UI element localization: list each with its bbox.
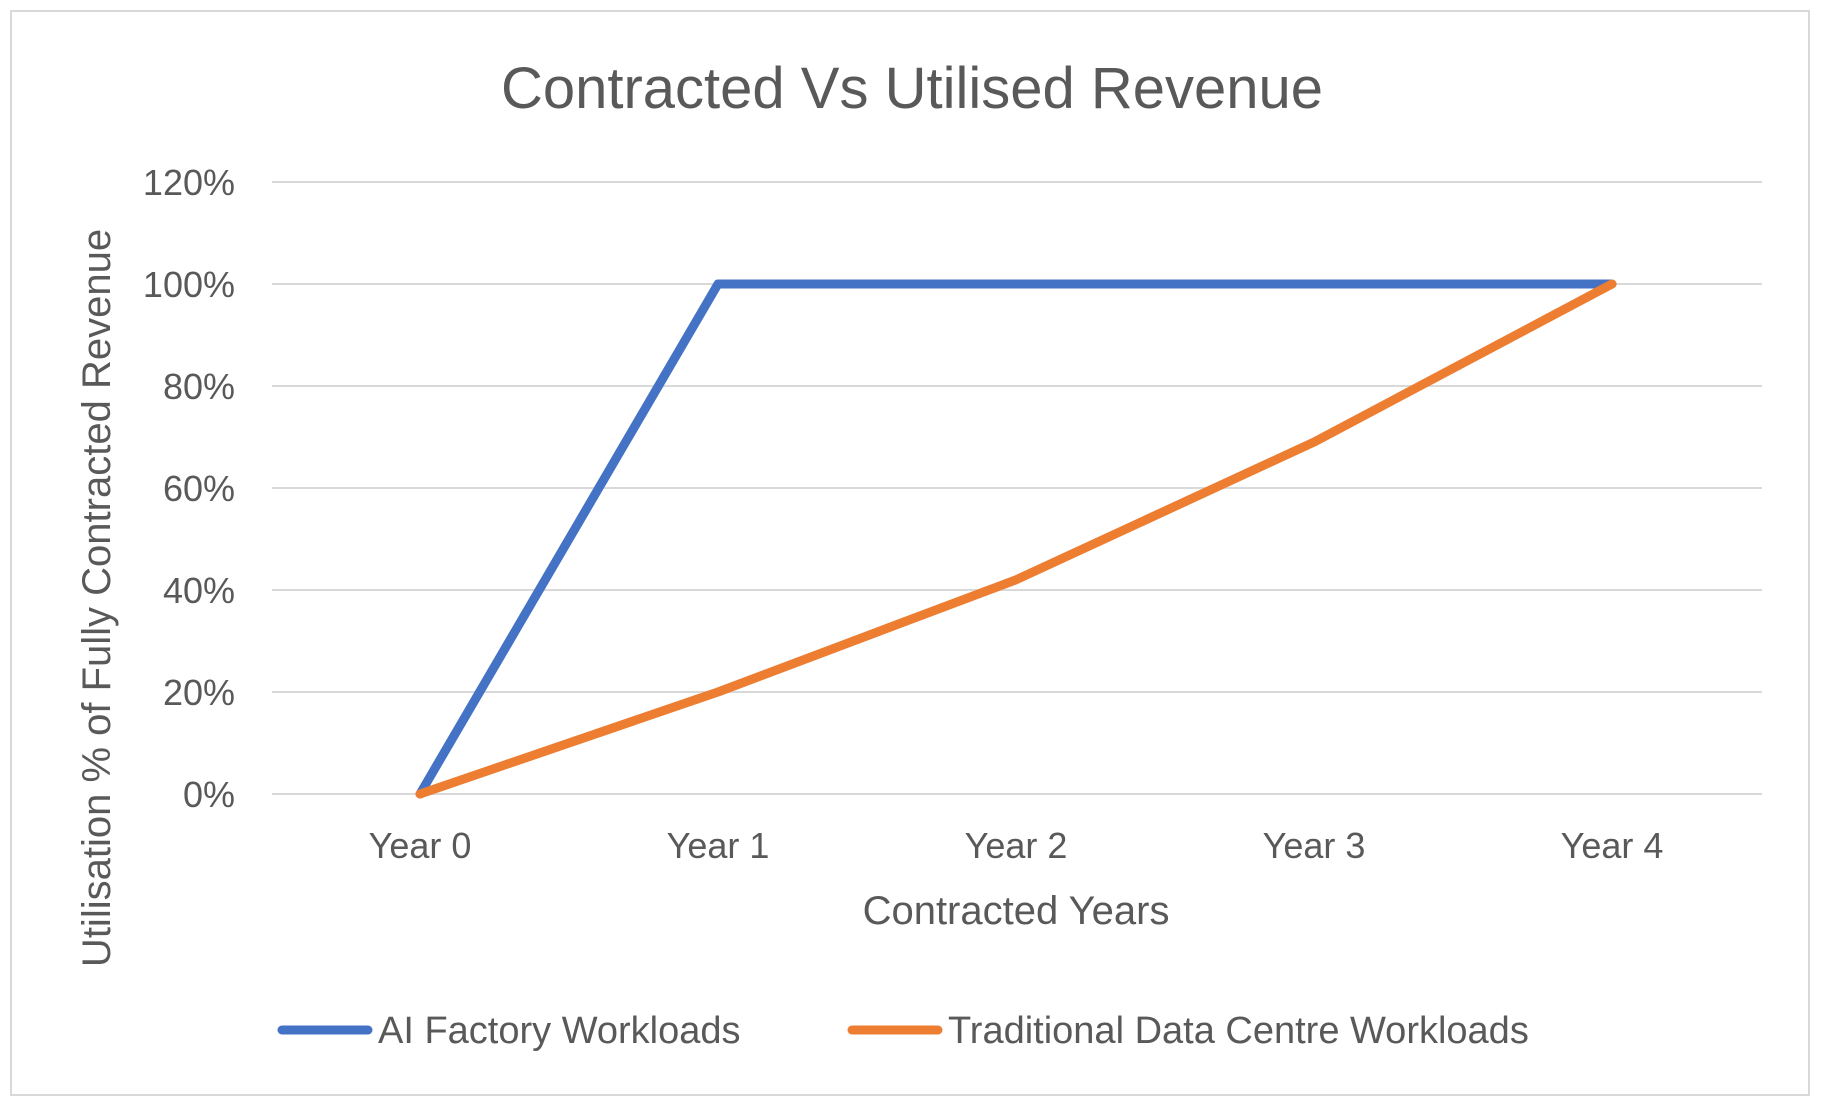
y-tick-label: 120% [143,162,235,203]
y-tick-label: 60% [163,468,235,509]
x-axis-ticks: Year 0 Year 1 Year 2 Year 3 Year 4 [369,825,1664,866]
x-axis-label: Contracted Years [863,889,1170,933]
y-axis-label: Utilisation % of Fully Contracted Revenu… [75,229,119,967]
chart-title: Contracted Vs Utilised Revenue [501,56,1323,121]
y-tick-label: 100% [143,264,235,305]
series-line-2 [415,279,1617,799]
gridlines [272,181,1762,795]
chart-frame [10,10,1810,1096]
series-line-1 [415,279,1617,799]
series-lines [415,279,1617,799]
x-tick-label: Year 1 [667,825,770,866]
legend-label: Traditional Data Centre Workloads [948,1010,1529,1052]
y-tick-label: 80% [163,366,235,407]
y-tick-label: 40% [163,570,235,611]
y-tick-label: 0% [183,774,235,815]
y-axis-ticks: 0% 20% 40% 60% 80% 100% 120% [143,162,235,815]
legend-label: AI Factory Workloads [378,1010,741,1052]
legend: AI Factory Workloads Traditional Data Cen… [277,1010,1529,1052]
y-tick-label: 20% [163,672,235,713]
x-tick-label: Year 4 [1561,825,1664,866]
x-tick-label: Year 3 [1263,825,1366,866]
x-tick-label: Year 2 [965,825,1068,866]
x-tick-label: Year 0 [369,825,472,866]
